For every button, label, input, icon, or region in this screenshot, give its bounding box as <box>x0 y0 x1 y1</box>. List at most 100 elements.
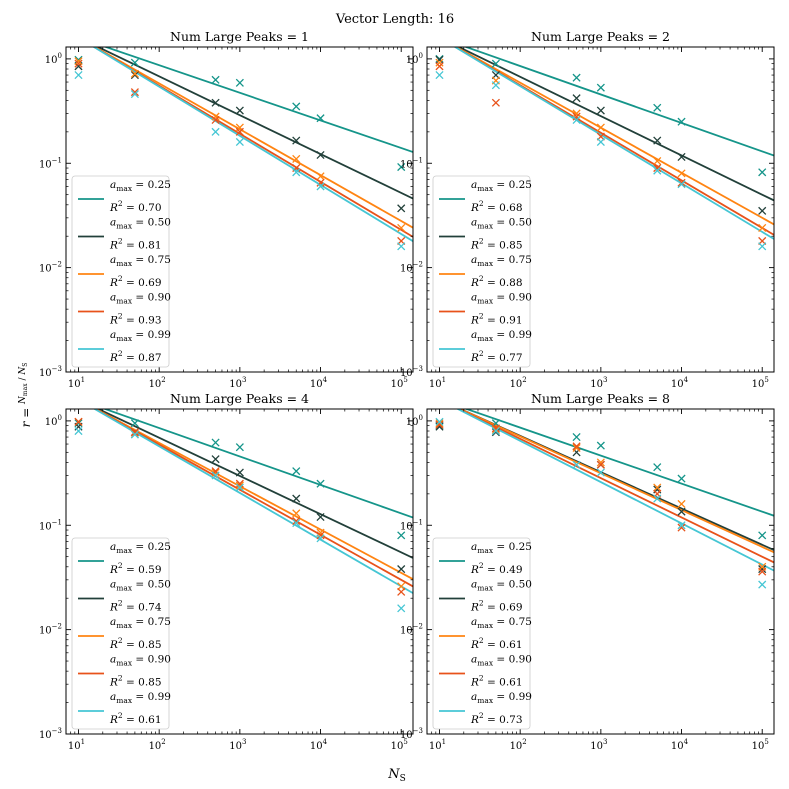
y-tick-label: 10−3 <box>39 365 62 379</box>
data-point <box>653 494 662 503</box>
data-point <box>397 531 406 540</box>
data-point <box>435 58 444 67</box>
ticks <box>426 47 774 373</box>
legend-r2: R2 = 0.69 <box>109 274 162 289</box>
data-point <box>491 425 500 434</box>
legend-r2: R2 = 0.74 <box>109 599 162 614</box>
fit-line-0.99 <box>92 47 413 242</box>
data-point <box>397 587 406 596</box>
data-point <box>677 169 686 178</box>
data-point <box>435 417 444 426</box>
data-point <box>572 112 581 121</box>
panels: Num Large Peaks = 1 101 102 103 104 105 10−3 10… <box>39 29 775 752</box>
data-point <box>572 432 581 442</box>
fit-line-0.25 <box>103 47 413 153</box>
data-point <box>211 471 220 480</box>
data-point <box>235 137 244 147</box>
data-point <box>758 206 767 215</box>
x-axis-label-text: NS <box>387 767 406 784</box>
x-axis-label: NS <box>387 767 406 784</box>
panel-2: Num Large Peaks = 2 101 102 103 104 105 10−3 10… <box>400 29 775 390</box>
x-tick-label: 101 <box>68 376 85 390</box>
data-point <box>758 242 767 251</box>
data-point <box>491 424 500 433</box>
x-tick-label: 103 <box>590 376 607 390</box>
plot-area <box>74 47 413 251</box>
y-tick-label: 10−2 <box>400 261 423 275</box>
fit-line-0.75 <box>93 47 413 229</box>
data-point <box>130 88 139 97</box>
plot-area <box>74 409 413 613</box>
data-point <box>596 137 605 147</box>
data-point <box>74 57 83 66</box>
x-tick-label: 103 <box>229 738 246 752</box>
data-point <box>235 78 244 87</box>
data-point <box>653 166 662 175</box>
data-point <box>758 580 767 589</box>
data-point <box>653 136 662 145</box>
data-point <box>211 98 220 107</box>
x-tick-label: 101 <box>429 738 446 752</box>
data-point <box>572 460 581 469</box>
fit-line-0.99 <box>455 409 774 572</box>
data-point <box>316 479 325 488</box>
data-point <box>211 112 220 121</box>
legend-r2: R2 = 0.88 <box>470 274 523 289</box>
ticks <box>65 47 413 373</box>
fit-line-0.25 <box>463 47 774 157</box>
plot-area <box>435 47 774 251</box>
legend-r2: R2 = 0.93 <box>109 312 162 327</box>
x-tick-label: 102 <box>510 738 527 752</box>
data-point <box>74 426 83 436</box>
x-tick-label: 103 <box>229 376 246 390</box>
legend-r2: R2 = 0.70 <box>109 199 162 214</box>
panel-title: Num Large Peaks = 1 <box>170 29 309 44</box>
fit-line-0.90 <box>456 409 774 564</box>
data-point <box>677 117 686 126</box>
data-point <box>758 168 767 177</box>
data-point <box>758 565 767 574</box>
figure-title: Vector Length: 16 <box>335 12 454 27</box>
data-point <box>596 123 605 132</box>
fit-line-0.99 <box>453 47 774 240</box>
data-point <box>572 442 581 451</box>
x-tick-label: 102 <box>149 738 166 752</box>
y-tick-label: 10−3 <box>400 727 423 741</box>
data-point <box>316 531 325 540</box>
y-tick-label: 10−3 <box>39 727 62 741</box>
fit-line-0.50 <box>95 47 413 200</box>
data-point <box>572 73 581 82</box>
data-point <box>74 419 83 428</box>
data-point <box>435 421 444 430</box>
legend-r2: R2 = 0.68 <box>470 199 523 214</box>
x-tick-label: 102 <box>510 376 527 390</box>
plot-area <box>435 409 774 589</box>
data-point <box>572 109 581 118</box>
x-tick-label: 101 <box>68 738 85 752</box>
data-point <box>292 467 301 476</box>
data-point <box>211 127 220 136</box>
data-point <box>235 481 244 490</box>
x-tick-label: 103 <box>590 738 607 752</box>
data-point <box>653 163 662 173</box>
x-tick-label: 104 <box>310 738 328 752</box>
data-point <box>758 223 767 233</box>
data-point <box>596 83 605 92</box>
legend-r2: R2 = 0.85 <box>109 636 162 651</box>
data-point <box>211 438 220 447</box>
legend-box <box>432 537 531 730</box>
data-point <box>397 565 406 574</box>
data-point <box>572 94 581 103</box>
x-tick-label: 102 <box>149 376 166 390</box>
legend-box <box>71 537 170 730</box>
data-point <box>572 443 581 453</box>
data-point <box>316 512 325 522</box>
